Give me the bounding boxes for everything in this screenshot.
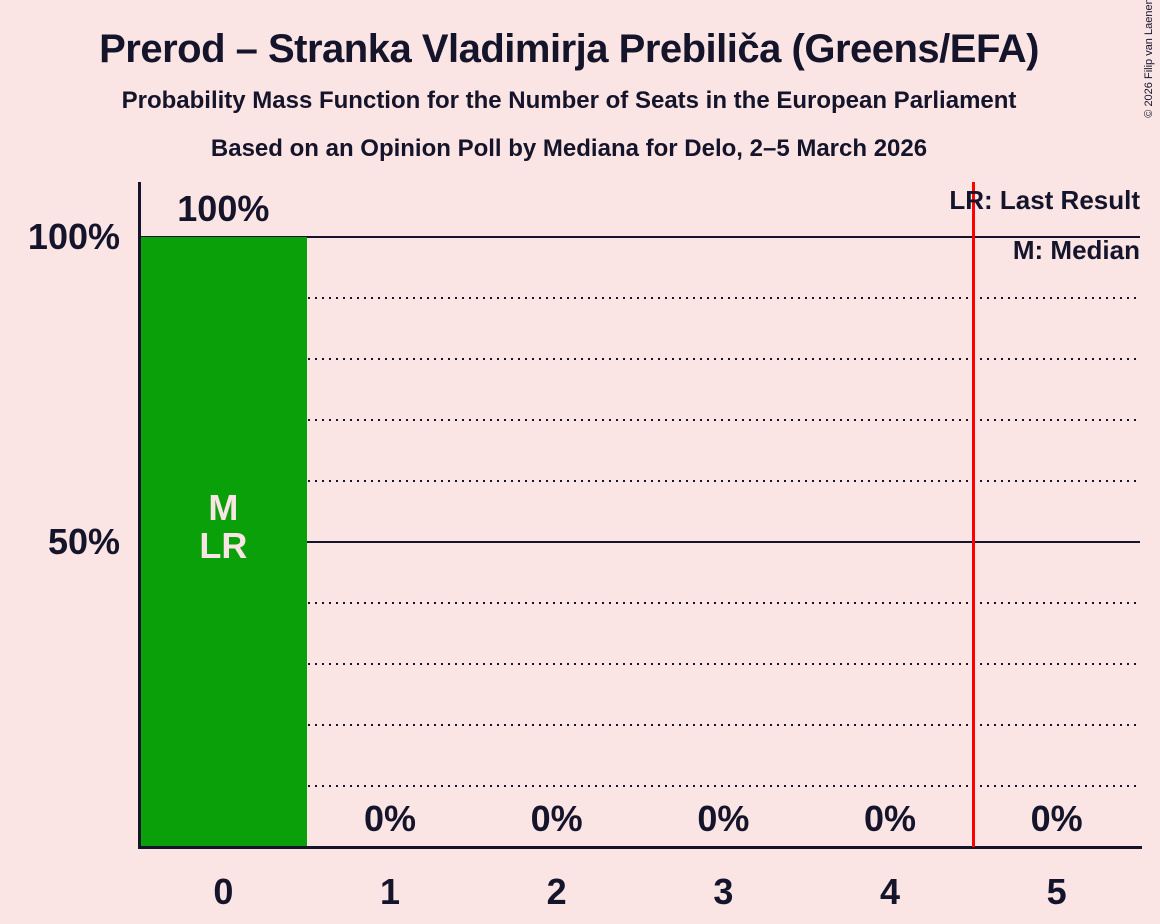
x-tick-label-0: 0 <box>213 871 234 912</box>
gridline-70pct <box>140 419 1140 421</box>
chart-source-line: Based on an Opinion Poll by Mediana for … <box>210 135 928 162</box>
y-axis-label-100: 100% <box>27 216 120 257</box>
bar-0 <box>140 237 307 847</box>
x-axis-line <box>138 846 1142 849</box>
gridline-10pct <box>140 785 1140 787</box>
x-tick-label-2: 2 <box>546 871 567 912</box>
gridline-40pct <box>140 602 1140 604</box>
bar-value-label-0: 100% <box>177 188 270 229</box>
gridline-90pct <box>140 297 1140 299</box>
chart-title: Prerod – Stranka Vladimirja Prebiliča (G… <box>99 27 1039 71</box>
bar-value-label-3: 0% <box>697 798 750 839</box>
last-result-threshold-line <box>971 182 975 847</box>
x-tick-label-4: 4 <box>879 871 900 912</box>
gridline-20pct <box>140 724 1140 726</box>
gridline-50pct <box>140 541 1140 543</box>
gridline-80pct <box>140 358 1140 360</box>
y-axis-line <box>138 182 141 849</box>
x-tick-label-3: 3 <box>713 871 734 912</box>
x-tick-label-5: 5 <box>1046 871 1067 912</box>
bar-value-label-1: 0% <box>363 798 416 839</box>
bar-value-label-5: 0% <box>1030 798 1083 839</box>
bar-value-label-2: 0% <box>530 798 583 839</box>
bar-value-label-4: 0% <box>863 798 916 839</box>
legend-last-result: LR: Last Result <box>949 185 1140 215</box>
gridline-30pct <box>140 663 1140 665</box>
median-last-result-marker: M LR <box>199 487 248 566</box>
chart-subtitle: Probability Mass Function for the Number… <box>121 87 1017 114</box>
gridline-60pct <box>140 480 1140 482</box>
gridline-100pct <box>140 236 1140 238</box>
x-tick-label-1: 1 <box>379 871 400 912</box>
y-axis-label-50: 50% <box>47 521 120 562</box>
legend-median: M: Median <box>1012 235 1140 265</box>
